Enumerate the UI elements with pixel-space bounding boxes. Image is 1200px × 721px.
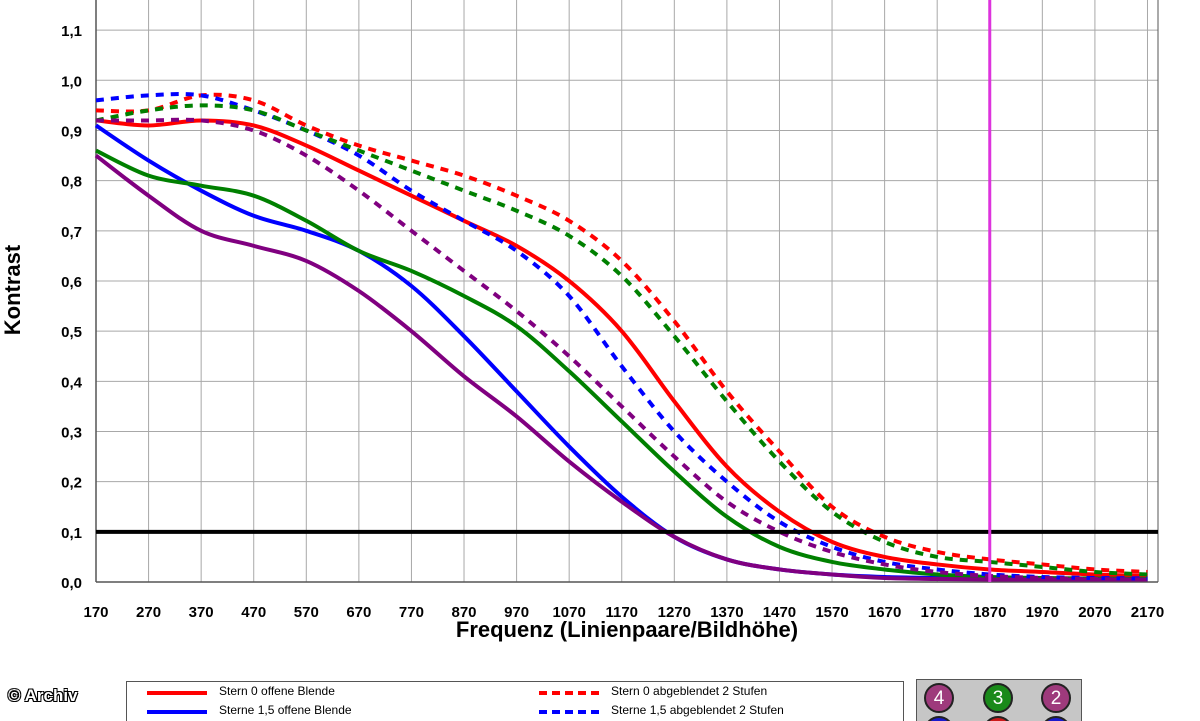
x-tick-label: 1770 [921,604,954,621]
x-tick-label: 970 [504,604,529,621]
x-axis-label: Frequenz (Linienpaare/Bildhöhe) [456,617,798,642]
x-tick-label: 1170 [605,604,638,621]
marker-circle: 2 [1041,683,1071,713]
x-tick-label: 1870 [973,604,1006,621]
series-line-3 [94,153,1148,582]
legend-swatch [147,710,207,714]
legend-label: Sterne 1,5 abgeblendet 2 Stufen [611,703,784,717]
y-tick-label: 1,1 [61,23,82,40]
y-tick-label: 0,0 [61,575,82,592]
series-line-7 [95,117,1148,582]
x-tick-label: 1070 [552,604,585,621]
legend-label: Stern 0 abgeblendet 2 Stufen [611,684,768,698]
mtf-chart: 0,0 0,1 0,2 0,3 0,4 0,5 0,6 0,7 0,8 0,9 1,0 1,1 170… [0,0,1164,642]
y-tick-label: 0,9 [61,123,82,140]
y-tick-label: 0,5 [61,324,82,341]
legend-label: Sterne 1,5 offene Blende [219,703,352,717]
x-tick-label: 1470 [763,604,796,621]
y-tick-label: 1,0 [61,73,82,90]
y-tick-label: 0,6 [61,274,82,291]
marker-circle: 3 [983,683,1013,713]
x-tick-label: 370 [189,604,214,621]
y-axis-label: Kontrast [0,244,25,335]
x-tick-labels: 170 270 370 470 570 670 770 870 970 1070 1170 1270 1… [83,604,1164,621]
x-tick-label: 1370 [710,604,743,621]
marker-circle-partial [924,716,954,721]
legend-swatch [147,691,207,695]
legend-label: Stern 0 offene Blende [219,684,335,698]
y-tick-label: 0,2 [61,475,82,492]
legend-swatch [539,710,599,714]
x-tick-label: 570 [294,604,319,621]
marker-circle: 4 [924,683,954,713]
series-group [94,92,1148,582]
y-tick-label: 0,4 [61,374,83,391]
series-line-0 [95,118,1148,578]
copyright-watermark: © Archiv [8,686,78,705]
grid [95,0,1159,583]
x-tick-label: 470 [241,604,266,621]
marker-circle-partial [1041,716,1071,721]
x-tick-label: 670 [346,604,371,621]
x-tick-label: 1570 [815,604,848,621]
reference-lines [96,0,1158,582]
x-tick-label: 270 [136,604,161,621]
x-tick-label: 170 [83,604,108,621]
star-position-markers: 4 3 2 [916,679,1082,721]
x-tick-label: 1270 [658,604,691,621]
x-tick-label: 2070 [1078,604,1111,621]
legend-swatch [539,691,599,695]
legend: Stern 0 offene Blende Sterne 1,5 offene … [126,681,904,721]
y-tick-label: 0,1 [61,525,82,542]
y-tick-label: 0,3 [61,424,82,441]
marker-circle-partial [983,716,1013,721]
x-tick-label: 1670 [868,604,901,621]
x-tick-label: 870 [452,604,477,621]
y-tick-label: 0,8 [61,174,82,191]
y-tick-label: 0,7 [61,224,82,241]
x-tick-label: 2170 [1131,604,1164,621]
series-line-4 [95,92,1148,574]
y-tick-labels: 0,0 0,1 0,2 0,3 0,4 0,5 0,6 0,7 0,8 0,9 1,0 1,1 [61,23,83,592]
series-line-6 [95,103,1148,577]
x-tick-label: 1970 [1026,604,1059,621]
x-tick-label: 770 [399,604,424,621]
